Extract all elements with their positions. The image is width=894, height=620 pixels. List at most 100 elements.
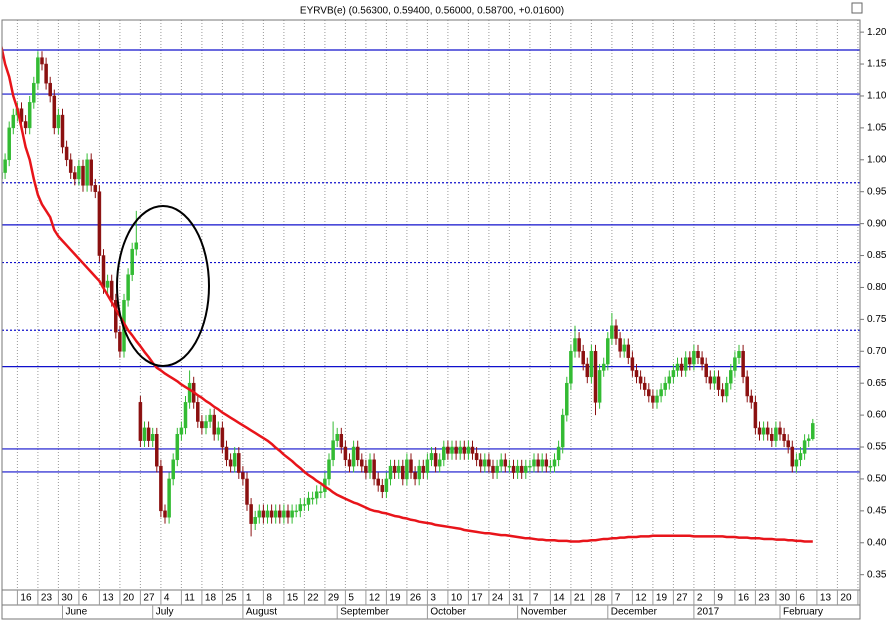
x-tick-label: 21 [574,593,586,604]
candle-body [470,446,475,454]
month-label: February [783,607,823,618]
candle-body [802,440,807,454]
x-tick-label: 17 [471,593,483,604]
candle-body [618,338,622,352]
candle-body [167,478,171,518]
candle-body [556,446,561,461]
candle-body [89,159,93,186]
candle-body [528,465,532,468]
x-tick-label: 31 [512,593,524,604]
candle-body [64,146,69,161]
month-label: July [156,607,174,618]
x-tick-label: 30 [61,593,73,604]
candle-body [614,325,618,339]
candle-body [364,465,368,473]
candle-body [36,57,40,84]
y-tick-label: 0.40 [867,537,887,548]
candle-body [306,497,311,505]
candle-body [647,389,651,397]
candle-body [429,453,434,461]
candle-body [85,159,89,186]
candle-body [68,159,73,173]
month-label: November [521,607,568,618]
candle-body [495,465,499,473]
candle-body [524,465,528,473]
candle-body [761,427,766,435]
y-tick-label: 1.20 [867,27,887,38]
candle-body [339,434,344,448]
candle-body [806,438,811,441]
candle-body [27,102,32,129]
candle-body [770,434,774,441]
candle-body [507,465,512,468]
candle-body [101,255,106,288]
candle-body [97,191,102,256]
candle-body [638,376,643,384]
candle-body [540,459,544,467]
candle-body [569,351,573,384]
x-tick-label: 22 [307,593,319,604]
candle-body [294,510,298,513]
candle-body [503,459,508,467]
candle-body [749,395,754,403]
candle-body [450,446,454,454]
candle-body [774,427,778,441]
candle-body [159,465,163,512]
x-tick-label: 4 [164,593,170,604]
candle-body [663,382,667,390]
candle-body [343,446,348,461]
candle-body [232,453,237,467]
candle-body [298,504,303,512]
candle-body [118,331,122,352]
candle-body [413,472,417,480]
candle-body [3,159,7,173]
x-tick-label: 19 [656,593,668,604]
candle-body [52,95,57,129]
candle-body [700,357,704,365]
candle-body [745,376,749,397]
candle-body [200,421,204,429]
candle-body [347,459,352,467]
candle-body [237,453,241,473]
candle-body [331,440,335,461]
candle-body [327,459,331,480]
candle-body [253,516,257,524]
candle-body [32,82,36,103]
x-tick-label: 8 [266,593,272,604]
y-tick-label: 0.55 [867,442,887,453]
candle-body [688,357,692,365]
candle-body [511,465,516,473]
candle-body [114,299,118,333]
candle-body [286,510,290,518]
candle-body [782,434,786,441]
candle-body [462,446,467,454]
candle-body [224,446,229,461]
candle-body [765,427,770,435]
candle-body [265,510,270,518]
candle-body [642,382,647,390]
candle-body [753,402,758,429]
y-tick-label: 0.75 [867,314,887,325]
candle-body [183,402,188,429]
candle-body [310,497,315,500]
candle-body [532,459,536,467]
candle-body [11,114,16,129]
candle-body [597,370,602,403]
candle-body [130,248,134,275]
candle-body [458,446,462,454]
candle-body [282,510,286,518]
candle-body [405,459,409,480]
x-tick-label: 20 [123,593,135,604]
candle-body [40,57,44,65]
candle-body [651,395,655,403]
month-label: June [66,607,88,618]
x-tick-label: 30 [779,593,791,604]
x-tick-label: 12 [369,593,381,604]
month-label: September [340,607,390,618]
candle-body [433,453,438,467]
candle-body [581,351,585,365]
candle-body [245,478,249,505]
candle-body [77,165,81,180]
candle-body [401,465,405,480]
